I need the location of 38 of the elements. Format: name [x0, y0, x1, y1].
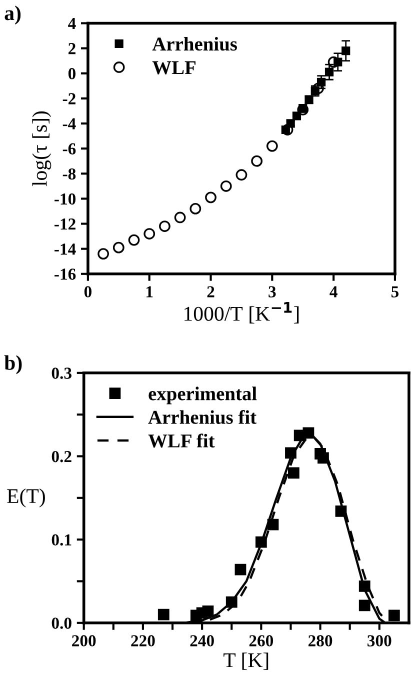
x-tick-label: 3: [268, 286, 276, 298]
y-tick-label: -12: [54, 218, 76, 230]
x-tick-label: 0: [84, 286, 92, 298]
legend-label: experimental: [148, 386, 257, 404]
y-tick-label: -6: [62, 143, 76, 154]
x-axis-title: T [K]: [224, 652, 268, 670]
y-axis-title: E(T): [7, 488, 45, 508]
text: a): [4, 6, 21, 24]
x-tick-label: 5: [391, 286, 399, 298]
y-tick-label: -16: [54, 268, 76, 280]
legend-label: WLF: [152, 61, 196, 74]
y-tick-label: 0.1: [52, 534, 72, 546]
x-tick-label: 260: [249, 635, 274, 646]
x-tick-label: 200: [72, 635, 96, 646]
text: b): [4, 355, 22, 374]
x-tick-label: 4: [330, 286, 338, 298]
y-tick-label: 0.3: [52, 368, 72, 379]
y-tick-label: 4: [68, 18, 76, 30]
y-tick-label: 0.2: [52, 450, 72, 462]
legend-label: Arrhenius: [152, 36, 237, 51]
x-tick-label: 2: [207, 286, 214, 298]
y-tick-label: -8: [62, 168, 76, 180]
y-tick-label: -4: [62, 118, 76, 130]
x-tick-label: 1: [146, 286, 153, 298]
y-tick-label: 0: [68, 68, 76, 80]
x-tick-label: 300: [368, 635, 392, 646]
x-axis-title: 1000/T [K$^{−1}$]: [184, 302, 299, 324]
y-tick-label: -2: [62, 93, 76, 104]
x-tick-label: 220: [131, 635, 155, 646]
y-tick-label: -10: [54, 193, 76, 205]
legend-label: WLF fit: [148, 434, 215, 448]
y-tick-label: 2: [68, 43, 76, 54]
x-tick-label: 280: [308, 635, 332, 646]
legend-label: Arrhenius fit: [148, 410, 256, 424]
y-tick-label: -14: [54, 244, 76, 255]
x-tick-label: 240: [190, 635, 214, 646]
y-tick-label: 0.0: [52, 618, 72, 629]
y-axis-title: log(τ [s]): [32, 111, 52, 186]
